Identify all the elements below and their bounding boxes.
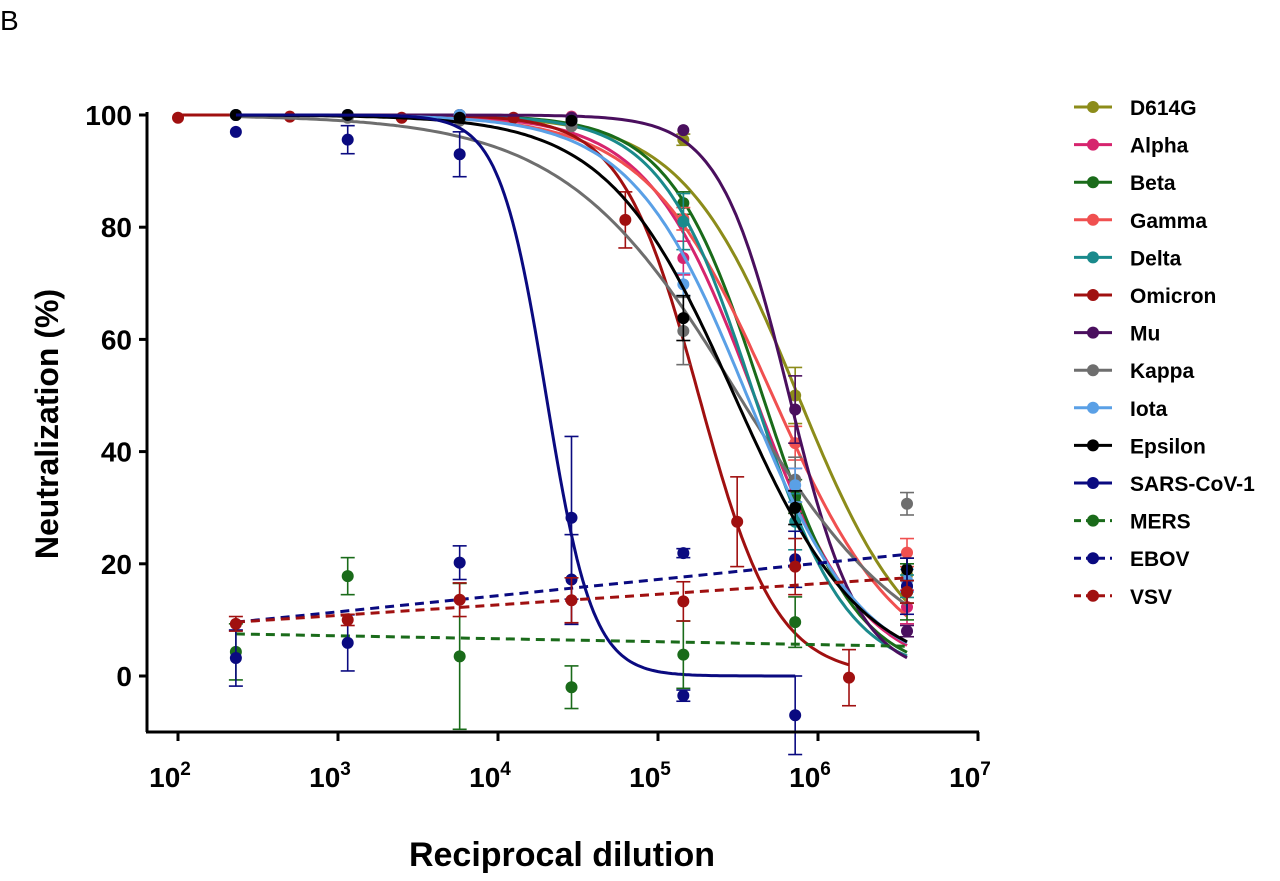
legend: D614G Alpha Beta Gamma Delta Omicron Mu Kappa Io… — [1074, 97, 1255, 609]
y-tick-label: 100 — [85, 100, 132, 131]
data-point — [229, 109, 242, 121]
data-point — [901, 625, 914, 638]
x-tick-exponent: 5 — [660, 759, 671, 780]
legend-marker — [1087, 289, 1099, 301]
x-tick-label: 103 — [309, 759, 351, 793]
legend-label: Gamma — [1130, 210, 1207, 233]
y-tick-label: 40 — [101, 437, 132, 468]
legend-label: D614G — [1130, 97, 1197, 120]
x-tick-exponent: 3 — [340, 759, 351, 780]
data-point — [789, 560, 802, 573]
legend-marker — [1087, 176, 1099, 189]
data-point — [731, 515, 744, 528]
data-point — [619, 213, 632, 226]
data-point — [341, 133, 354, 146]
legend-label: Alpha — [1130, 135, 1189, 158]
data-point — [677, 215, 690, 228]
legend-label: Mu — [1130, 323, 1160, 346]
series-vsv — [228, 537, 915, 632]
data-point — [229, 125, 242, 138]
data-point — [565, 114, 578, 127]
panel-label: B — [0, 5, 19, 36]
y-tick-label: 0 — [116, 661, 132, 692]
y-axis-label: Neutralization (%) — [29, 289, 65, 559]
legend-marker — [1087, 364, 1099, 377]
data-point — [453, 148, 466, 161]
legend-marker — [1087, 326, 1099, 339]
x-tick-label: 104 — [469, 759, 511, 793]
data-point — [565, 511, 578, 524]
y-tick-label: 80 — [101, 212, 132, 243]
data-point — [789, 501, 802, 514]
data-point — [453, 650, 466, 663]
data-point — [901, 497, 914, 510]
axes: 0 20 40 60 80 100 102 103 104 105 106 107 — [85, 100, 991, 793]
data-point — [507, 111, 520, 124]
y-tick-label: 60 — [101, 324, 132, 355]
fit-curve — [235, 113, 796, 678]
legend-label: MERS — [1130, 511, 1191, 534]
data-point — [789, 403, 802, 416]
x-tick-exponent: 4 — [500, 759, 511, 780]
legend-marker — [1087, 589, 1099, 602]
series-sars-cov-1 — [229, 113, 803, 756]
legend-label: Kappa — [1130, 360, 1195, 383]
x-tick-exponent: 6 — [820, 759, 831, 780]
data-point — [901, 546, 914, 559]
data-point — [229, 617, 242, 630]
data-point — [677, 312, 690, 325]
fit-curve — [178, 113, 850, 667]
y-tick-label: 20 — [101, 549, 132, 580]
legend-marker — [1087, 514, 1099, 527]
data-point — [677, 547, 690, 560]
x-tick-exponent: 2 — [180, 759, 191, 780]
legend-marker — [1087, 251, 1099, 264]
data-point — [843, 671, 856, 684]
x-tick-label: 107 — [949, 759, 991, 793]
legend-marker — [1087, 138, 1099, 151]
data-point — [789, 616, 802, 629]
data-point — [453, 111, 466, 124]
data-point — [341, 570, 354, 583]
legend-marker — [1087, 401, 1099, 414]
x-tick-label: 106 — [789, 759, 831, 793]
legend-label: Epsilon — [1130, 435, 1206, 458]
data-point — [901, 585, 914, 598]
plot-area — [172, 109, 915, 756]
data-point — [341, 636, 354, 649]
x-tick-label: 102 — [149, 759, 191, 793]
data-point — [677, 689, 690, 702]
legend-label: SARS-CoV-1 — [1130, 473, 1255, 496]
data-point — [565, 594, 578, 607]
legend-label: Delta — [1130, 247, 1182, 270]
data-point — [565, 681, 578, 694]
data-point — [677, 648, 690, 661]
data-point — [789, 479, 802, 492]
legend-label: VSV — [1130, 586, 1172, 609]
x-tick-exponent: 7 — [980, 759, 991, 780]
data-point — [341, 613, 354, 626]
data-point — [677, 595, 690, 608]
data-point — [229, 652, 242, 665]
trend-line — [235, 632, 908, 648]
data-point — [789, 709, 802, 722]
legend-marker — [1087, 101, 1099, 113]
legend-label: EBOV — [1130, 548, 1190, 571]
data-point — [677, 124, 690, 137]
data-point — [172, 111, 184, 124]
legend-marker — [1087, 552, 1099, 565]
data-point — [453, 556, 466, 569]
legend-label: Omicron — [1130, 285, 1216, 308]
legend-label: Beta — [1130, 172, 1176, 195]
legend-marker — [1087, 477, 1099, 489]
x-axis-label: Reciprocal dilution — [409, 836, 715, 874]
data-point — [453, 593, 466, 606]
legend-marker — [1087, 439, 1099, 452]
legend-marker — [1087, 213, 1099, 226]
x-tick-label: 105 — [629, 759, 671, 793]
legend-label: Iota — [1130, 398, 1168, 421]
